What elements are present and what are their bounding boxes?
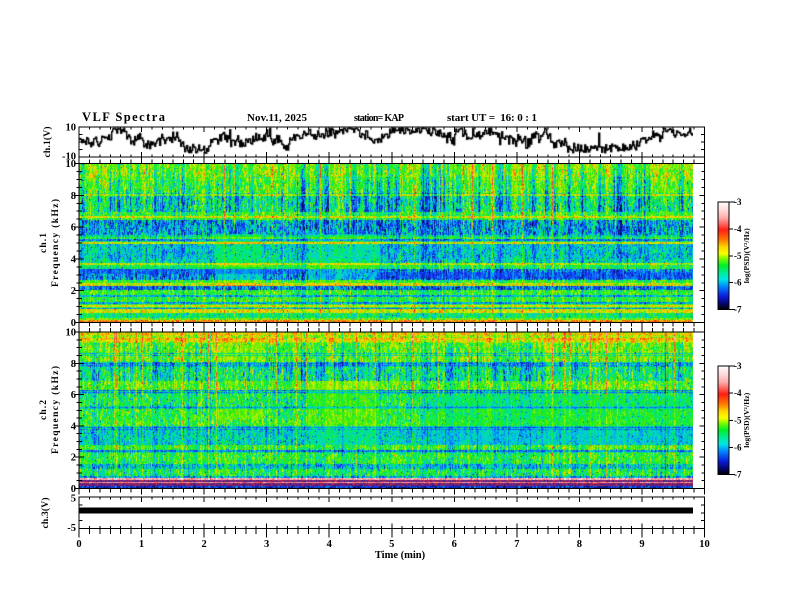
- svg-text:-5: -5: [734, 415, 742, 425]
- svg-text:log(PSD)(V²/Hz): log(PSD)(V²/Hz): [742, 228, 751, 284]
- svg-text:Time (min): Time (min): [375, 550, 426, 561]
- svg-text:-10: -10: [62, 152, 76, 163]
- svg-text:log(PSD)(V²/Hz): log(PSD)(V²/Hz): [742, 392, 751, 448]
- svg-text:6: 6: [452, 539, 457, 550]
- svg-text:-7: -7: [734, 470, 742, 480]
- svg-text:4: 4: [71, 254, 77, 265]
- svg-text:2: 2: [201, 539, 206, 550]
- svg-text:10: 10: [66, 159, 77, 170]
- svg-text:3: 3: [264, 539, 269, 550]
- svg-text:9: 9: [639, 539, 644, 550]
- svg-text:-3: -3: [734, 197, 742, 207]
- svg-text:VLF Spectra: VLF Spectra: [82, 110, 166, 124]
- svg-text:6: 6: [71, 223, 76, 234]
- svg-text:-5: -5: [734, 251, 742, 261]
- svg-text:-6: -6: [734, 442, 742, 452]
- svg-text:start UT = 16: 0 : 1: start UT = 16: 0 : 1: [447, 112, 537, 124]
- svg-text:-4: -4: [734, 388, 742, 398]
- svg-text:4: 4: [71, 421, 77, 432]
- svg-text:7: 7: [514, 539, 519, 550]
- svg-text:ch.3(V): ch.3(V): [40, 498, 51, 529]
- svg-text:Frequency (kHz): Frequency (kHz): [50, 199, 61, 287]
- svg-text:ch.2: ch.2: [39, 400, 49, 420]
- svg-text:0: 0: [76, 539, 81, 550]
- svg-text:ch.1: ch.1: [39, 233, 49, 253]
- svg-text:8: 8: [71, 359, 76, 370]
- svg-text:-3: -3: [734, 361, 742, 371]
- svg-text:10: 10: [66, 328, 77, 339]
- svg-text:1: 1: [139, 539, 144, 550]
- svg-text:0: 0: [71, 484, 76, 495]
- svg-text:10: 10: [66, 123, 77, 134]
- svg-text:-6: -6: [734, 278, 742, 288]
- svg-text:station= KAP: station= KAP: [354, 113, 404, 124]
- svg-text:8: 8: [71, 191, 76, 202]
- svg-text:5: 5: [71, 494, 76, 505]
- svg-text:0: 0: [71, 318, 76, 329]
- svg-text:-7: -7: [734, 305, 742, 315]
- svg-text:ch.1(V): ch.1(V): [42, 127, 53, 158]
- svg-text:-5: -5: [67, 523, 76, 534]
- svg-text:Nov.11, 2025: Nov.11, 2025: [247, 112, 308, 124]
- svg-text:Frequency (kHz): Frequency (kHz): [50, 366, 61, 454]
- svg-text:8: 8: [577, 539, 582, 550]
- svg-text:-4: -4: [734, 224, 742, 234]
- svg-text:2: 2: [71, 286, 76, 297]
- svg-text:10: 10: [699, 539, 710, 550]
- svg-text:5: 5: [389, 539, 394, 550]
- svg-text:4: 4: [327, 539, 333, 550]
- svg-text:6: 6: [71, 390, 76, 401]
- svg-text:2: 2: [71, 453, 76, 464]
